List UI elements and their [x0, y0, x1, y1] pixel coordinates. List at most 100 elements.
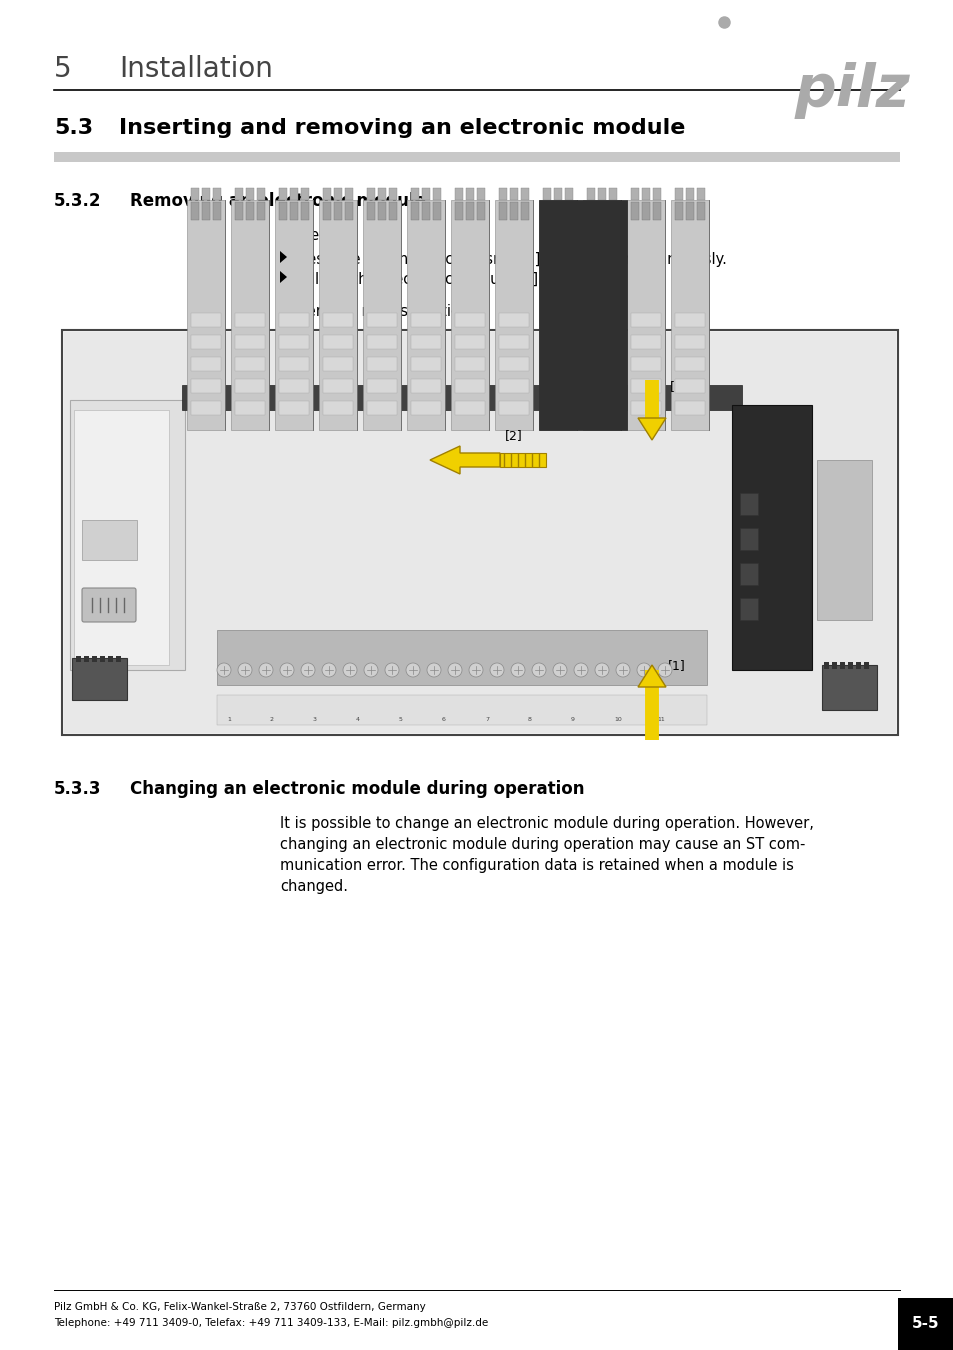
Bar: [191, 401, 221, 414]
Bar: [520, 202, 529, 220]
Bar: [630, 335, 660, 350]
Bar: [586, 313, 617, 327]
Polygon shape: [430, 446, 499, 474]
Bar: [234, 335, 265, 350]
Circle shape: [595, 663, 608, 676]
Bar: [670, 200, 708, 431]
Circle shape: [385, 663, 398, 676]
Bar: [455, 356, 484, 371]
Text: Telephone: +49 711 3409-0, Telefax: +49 711 3409-133, E-Mail: pilz.gmbh@pilz.de: Telephone: +49 711 3409-0, Telefax: +49 …: [54, 1318, 488, 1328]
Bar: [108, 656, 112, 662]
Bar: [334, 202, 341, 220]
Bar: [367, 313, 396, 327]
Text: 9: 9: [571, 717, 575, 722]
Bar: [586, 188, 595, 200]
Bar: [495, 200, 533, 431]
Bar: [498, 202, 506, 220]
Text: 8: 8: [527, 717, 532, 722]
Bar: [234, 202, 243, 220]
Bar: [62, 329, 897, 734]
Text: Procedure:: Procedure:: [280, 228, 358, 243]
Circle shape: [280, 663, 294, 676]
Bar: [476, 202, 484, 220]
Bar: [74, 410, 169, 666]
Bar: [411, 335, 440, 350]
Bar: [675, 313, 704, 327]
Bar: [455, 401, 484, 414]
Bar: [70, 400, 185, 670]
Bar: [586, 335, 617, 350]
Bar: [334, 188, 341, 200]
Text: [1]: [1]: [669, 379, 687, 393]
Text: Inserting and removing an electronic module: Inserting and removing an electronic mod…: [119, 117, 684, 138]
Bar: [823, 662, 828, 670]
Bar: [191, 379, 221, 393]
Bar: [345, 202, 353, 220]
Bar: [598, 202, 605, 220]
Bar: [586, 356, 617, 371]
Bar: [510, 202, 517, 220]
Bar: [82, 520, 137, 560]
Bar: [847, 662, 852, 670]
Bar: [498, 401, 529, 414]
Bar: [476, 188, 484, 200]
Bar: [630, 401, 660, 414]
Bar: [433, 202, 440, 220]
Bar: [538, 200, 577, 431]
Bar: [278, 202, 287, 220]
Circle shape: [364, 663, 377, 676]
Bar: [840, 662, 844, 670]
Bar: [498, 379, 529, 393]
Bar: [234, 379, 265, 393]
Bar: [455, 202, 462, 220]
Text: changing an electronic module during operation may cause an ST com-: changing an electronic module during ope…: [280, 837, 804, 852]
Circle shape: [553, 663, 566, 676]
Bar: [630, 313, 660, 327]
Bar: [652, 202, 660, 220]
Bar: [191, 356, 221, 371]
Bar: [652, 188, 660, 200]
Circle shape: [322, 663, 335, 676]
Text: 5: 5: [54, 55, 71, 82]
Circle shape: [427, 663, 440, 676]
Bar: [191, 202, 199, 220]
Text: [1]: [1]: [667, 659, 685, 672]
Bar: [685, 202, 693, 220]
Bar: [586, 379, 617, 393]
Text: 5-5: 5-5: [911, 1316, 939, 1331]
Bar: [421, 188, 430, 200]
Bar: [216, 695, 706, 725]
Bar: [630, 356, 660, 371]
Bar: [54, 153, 899, 162]
Bar: [246, 188, 253, 200]
Bar: [816, 460, 871, 620]
Bar: [641, 202, 649, 220]
Text: [2]: [2]: [504, 429, 522, 441]
FancyBboxPatch shape: [821, 666, 876, 710]
Text: Removing an electronic module: Removing an electronic module: [130, 192, 426, 211]
Bar: [278, 401, 309, 414]
Bar: [498, 356, 529, 371]
Bar: [740, 493, 758, 514]
Text: 1: 1: [227, 717, 231, 722]
Bar: [586, 202, 595, 220]
FancyBboxPatch shape: [82, 589, 136, 622]
Bar: [216, 630, 706, 684]
Bar: [191, 335, 221, 350]
Bar: [234, 401, 265, 414]
Polygon shape: [280, 271, 287, 284]
Bar: [641, 188, 649, 200]
Bar: [731, 405, 811, 670]
Text: Pull out the electronic module [2].: Pull out the electronic module [2].: [293, 271, 542, 288]
Bar: [367, 335, 396, 350]
Bar: [91, 656, 97, 662]
Bar: [290, 188, 297, 200]
Bar: [256, 188, 265, 200]
Bar: [498, 335, 529, 350]
Bar: [564, 188, 573, 200]
Bar: [323, 188, 331, 200]
Circle shape: [216, 663, 231, 676]
Bar: [278, 379, 309, 393]
Text: 5.3: 5.3: [54, 117, 93, 138]
Circle shape: [616, 663, 629, 676]
